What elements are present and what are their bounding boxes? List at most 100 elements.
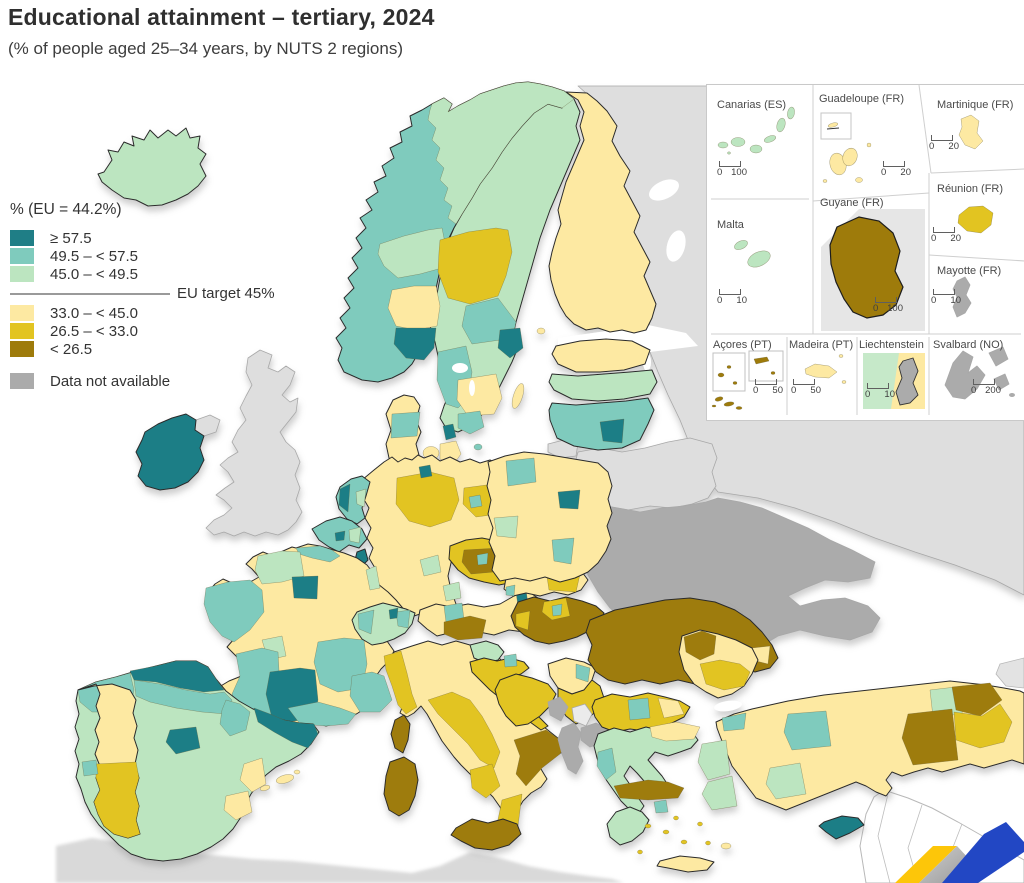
country-montenegro [547, 696, 569, 722]
nuts2-region-patches-netherlands [338, 483, 367, 513]
nuts2-region-patches-germany [395, 464, 505, 602]
country-estonia [551, 338, 651, 373]
inset-label-liechtenstein: Liechtenstein [859, 339, 924, 351]
region-vilnius [599, 418, 625, 444]
legend-swatch [10, 248, 34, 264]
inset-martinique-island [958, 114, 984, 150]
legend-swatch [10, 266, 34, 282]
inset-label-guadeloupe: Guadeloupe (FR) [819, 93, 904, 105]
country-finland [548, 91, 657, 334]
nuts2-region-patches-greece [596, 721, 732, 873]
country-kosovo [571, 703, 593, 727]
scalebar-malta: 0 10 [717, 289, 747, 306]
country-ireland [135, 413, 205, 491]
scalebar-madeira: 0 50 [791, 379, 821, 396]
nuts2-region-patches-turkey-thrace [683, 630, 751, 691]
insets-panel: Canarias (ES) Guadeloupe (FR) Martinique… [706, 84, 1024, 421]
legend-label: Data not available [50, 372, 171, 390]
inset-guyane-map [821, 209, 925, 331]
country-latvia [548, 369, 658, 402]
nuts2-region-patches-france [203, 545, 393, 727]
nuts2-region-patches-switzerland [357, 607, 411, 635]
country-slovenia [469, 640, 505, 664]
eu-target-label: EU target 45% [177, 285, 275, 302]
scalebar-canarias: 0 100 [717, 161, 747, 178]
lake [649, 179, 679, 201]
page-title: Educational attainment – tertiary, 2024 [8, 4, 435, 30]
nuts2-region-patches-spain [77, 660, 319, 821]
inset-label-malta: Malta [717, 219, 744, 231]
inset-malta-islands [734, 240, 771, 268]
legend-label: 26.5 – < 33.0 [50, 322, 138, 340]
scalebar-guyane: 0 100 [873, 297, 903, 314]
legend-label: 33.0 – < 45.0 [50, 304, 138, 322]
inset-label-martinique: Martinique (FR) [937, 99, 1014, 111]
inset-acores-islands [711, 350, 784, 410]
legend-item: 33.0 – < 45.0 [10, 304, 310, 322]
legend-item: ≥ 57.5 [10, 229, 310, 247]
inset-label-reunion: Réunion (FR) [937, 183, 1004, 195]
scalebar-acores: 0 50 [753, 379, 783, 396]
legend-item: 26.5 – < 33.0 [10, 322, 310, 340]
nuts2-region-patches-belgium [334, 526, 362, 544]
country-united-kingdom [205, 349, 303, 537]
inset-label-madeira: Madeira (PT) [789, 339, 854, 351]
nuts2-region-patches-portugal [81, 759, 141, 839]
legend-label: 45.0 – < 49.5 [50, 265, 138, 283]
region-zagreb [503, 653, 518, 668]
eu-target-divider: EU target 45% [10, 285, 310, 302]
scalebar-reunion: 0 20 [931, 227, 961, 244]
inset-label-guyane: Guyane (FR) [820, 197, 884, 209]
legend-label: < 26.5 [50, 340, 93, 358]
inset-liechtenstein-map [863, 353, 925, 409]
header: Educational attainment – tertiary, 2024 … [8, 4, 435, 59]
legend-swatch [10, 230, 34, 246]
page-subtitle: (% of people aged 25–34 years, by NUTS 2… [8, 39, 404, 58]
legend-swatch [10, 323, 34, 339]
nuts2-region-patches-denmark [390, 411, 483, 466]
inset-label-svalbard: Svalbard (NO) [933, 339, 1004, 351]
region-sicily [450, 818, 522, 851]
inset-dividers [711, 85, 1024, 415]
legend-item: < 26.5 [10, 340, 310, 358]
legend-swatch [10, 305, 34, 321]
country-albania [557, 722, 584, 775]
nuts2-region-patches-turkey [697, 682, 1013, 811]
country-bosnia [494, 673, 557, 727]
eu-target-line [10, 292, 170, 295]
inset-label-acores: Açores (PT) [713, 339, 772, 351]
inset-mayotte-island [952, 276, 972, 318]
inset-svalbard-islands [944, 346, 1015, 400]
scalebar-martinique: 0 20 [929, 135, 959, 152]
legend-title: % (EU = 44.2%) [10, 201, 122, 218]
lake [666, 230, 686, 262]
inset-madeira-islands [804, 354, 847, 384]
inset-guadeloupe-islands [820, 112, 872, 183]
nuts2-region-patches-italy [383, 650, 567, 843]
legend-label: 49.5 – < 57.5 [50, 247, 138, 265]
insets-panel-graphics [711, 85, 1024, 415]
region-serbia-teal [575, 663, 591, 683]
legend-item: 49.5 – < 57.5 [10, 247, 310, 265]
scalebar-svalbard: 0 200 [971, 379, 1001, 396]
inset-label-canarias: Canarias (ES) [717, 99, 787, 111]
scalebar-liechtenstein: 0 10 [865, 383, 895, 400]
legend-item-no-data: Data not available [10, 372, 310, 390]
nuts2-region-patches-nordics [377, 81, 575, 435]
legend-label: ≥ 57.5 [50, 229, 92, 247]
legend: % (EU = 44.2%) ≥ 57.5 49.5 – < 57.5 45.0… [10, 201, 310, 391]
sea-of-marmara [714, 700, 742, 712]
nuts2-region-patches-hungary [515, 597, 571, 631]
region-sardinia [383, 756, 419, 817]
nuts2-region-patches-bulgaria [627, 697, 685, 721]
country-iceland [97, 127, 207, 207]
legend-item: 45.0 – < 49.5 [10, 265, 310, 283]
north-africa-coast [56, 838, 624, 883]
nuts2-region-patches-poland [493, 457, 581, 565]
scalebar-mayotte: 0 10 [931, 289, 961, 306]
legend-swatch [10, 373, 34, 389]
inset-reunion-island [957, 205, 994, 234]
inset-label-mayotte: Mayotte (FR) [937, 265, 1002, 277]
inset-canarias-islands [717, 106, 795, 155]
